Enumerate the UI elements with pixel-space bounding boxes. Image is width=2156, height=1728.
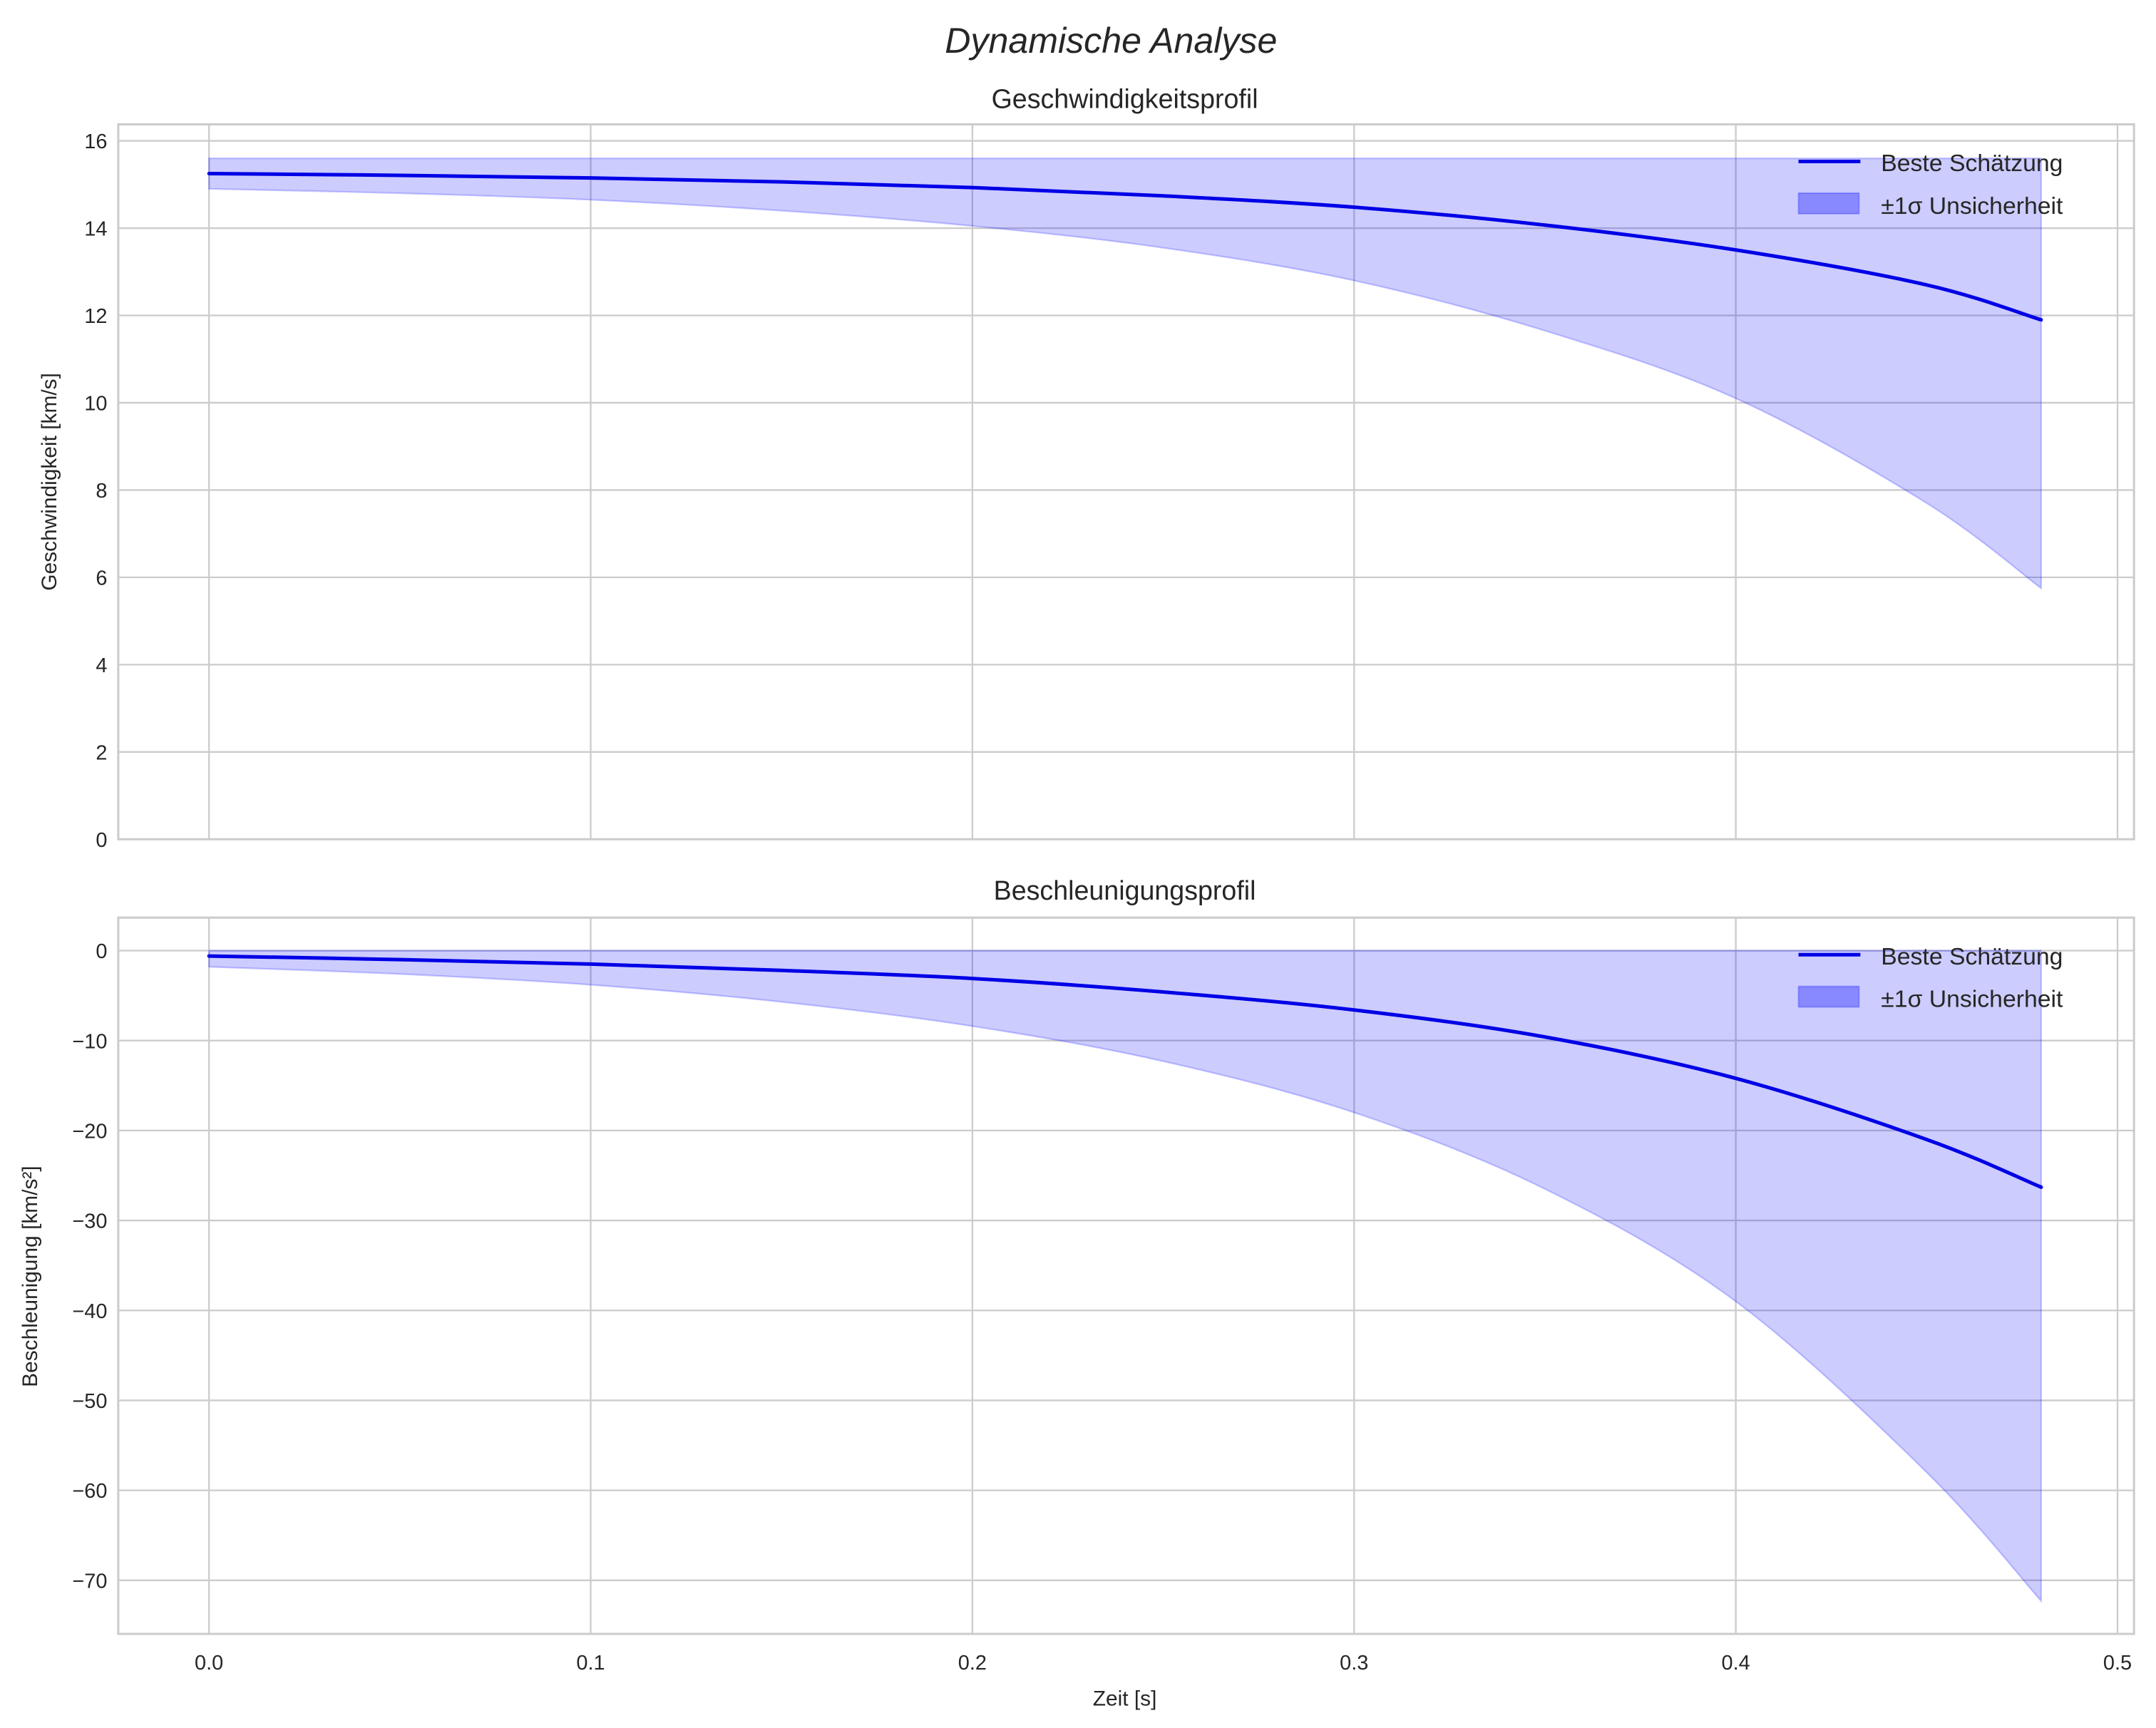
velocity-best-estimate-line xyxy=(207,171,2043,322)
velocity-grid xyxy=(118,124,2135,840)
y-tick-label: −30 xyxy=(72,1210,107,1233)
x-tick-label: 0.1 xyxy=(576,1652,605,1675)
acceleration-panel-title: Beschleunigungsprofil xyxy=(994,875,1256,905)
y-tick-label: 10 xyxy=(84,393,107,416)
acceleration-best-estimate-line xyxy=(207,954,2043,1189)
acceleration-axes-frame xyxy=(117,916,2135,1635)
y-tick-label: 0 xyxy=(96,829,107,852)
x-tick-label: 0.4 xyxy=(1722,1652,1750,1675)
acceleration-grid xyxy=(118,917,2135,1634)
y-tick-label: 4 xyxy=(96,654,107,677)
y-tick-label: −40 xyxy=(72,1300,107,1323)
y-tick-label: −50 xyxy=(72,1390,107,1413)
y-tick-label: −10 xyxy=(72,1030,107,1053)
acceleration-uncertainty-band xyxy=(207,950,2043,1603)
y-tick-label: 16 xyxy=(84,130,107,153)
legend-band-swatch-icon xyxy=(1797,985,1860,1008)
x-axis-label: Zeit [s] xyxy=(1093,1687,1157,1710)
legend-band-swatch-icon xyxy=(1797,192,1860,215)
y-tick-label: 6 xyxy=(96,567,107,590)
velocity-panel-title: Geschwindigkeitsprofil xyxy=(992,83,1258,113)
acceleration-legend: Beste Schätzung ±1σ Unsicherheit xyxy=(1797,943,2063,1013)
y-tick-label: 8 xyxy=(96,480,107,503)
x-tick-label: 0.5 xyxy=(2103,1652,2132,1675)
legend-line-label: Beste Schätzung xyxy=(1881,150,2063,177)
y-tick-label: −20 xyxy=(72,1120,107,1143)
x-tick-label: 0.2 xyxy=(958,1652,987,1675)
y-tick-label: −60 xyxy=(72,1480,107,1503)
figure-title: Dynamische Analyse xyxy=(945,21,1277,61)
velocity-y-ticks: 0 2 4 6 8 10 12 14 16 xyxy=(84,130,107,852)
velocity-axes-frame xyxy=(117,123,2135,840)
velocity-legend: Beste Schätzung ±1σ Unsicherheit xyxy=(1797,150,2063,220)
y-tick-label: −70 xyxy=(72,1570,107,1593)
y-tick-label: 12 xyxy=(84,305,107,328)
legend-band-label: ±1σ Unsicherheit xyxy=(1881,192,2063,220)
y-tick-label: 2 xyxy=(96,741,107,764)
legend-line-label: Beste Schätzung xyxy=(1881,943,2063,970)
x-tick-label: 0.3 xyxy=(1340,1652,1368,1675)
x-tick-label: 0.0 xyxy=(195,1652,223,1675)
legend-band-label: ±1σ Unsicherheit xyxy=(1881,986,2063,1013)
acceleration-panel: Beschleunigungsprofil 0 −10 −20 −30 −40 −50 −6… xyxy=(19,875,2135,1710)
acceleration-y-ticks: 0 −10 −20 −30 −40 −50 −60 −70 xyxy=(72,940,107,1593)
acceleration-y-axis-label: Beschleunigung [km/s²] xyxy=(19,1166,42,1387)
y-tick-label: 0 xyxy=(96,940,107,963)
velocity-y-axis-label: Geschwindigkeit [km/s] xyxy=(38,373,61,591)
velocity-uncertainty-band xyxy=(207,157,2043,590)
y-tick-label: 14 xyxy=(84,218,107,241)
x-axis-ticks: 0.0 0.1 0.2 0.3 0.4 0.5 xyxy=(195,1652,2132,1675)
velocity-panel: Geschwindigkeitsprofil 0 2 4 6 8 10 12 14 16 Ges… xyxy=(38,83,2135,852)
